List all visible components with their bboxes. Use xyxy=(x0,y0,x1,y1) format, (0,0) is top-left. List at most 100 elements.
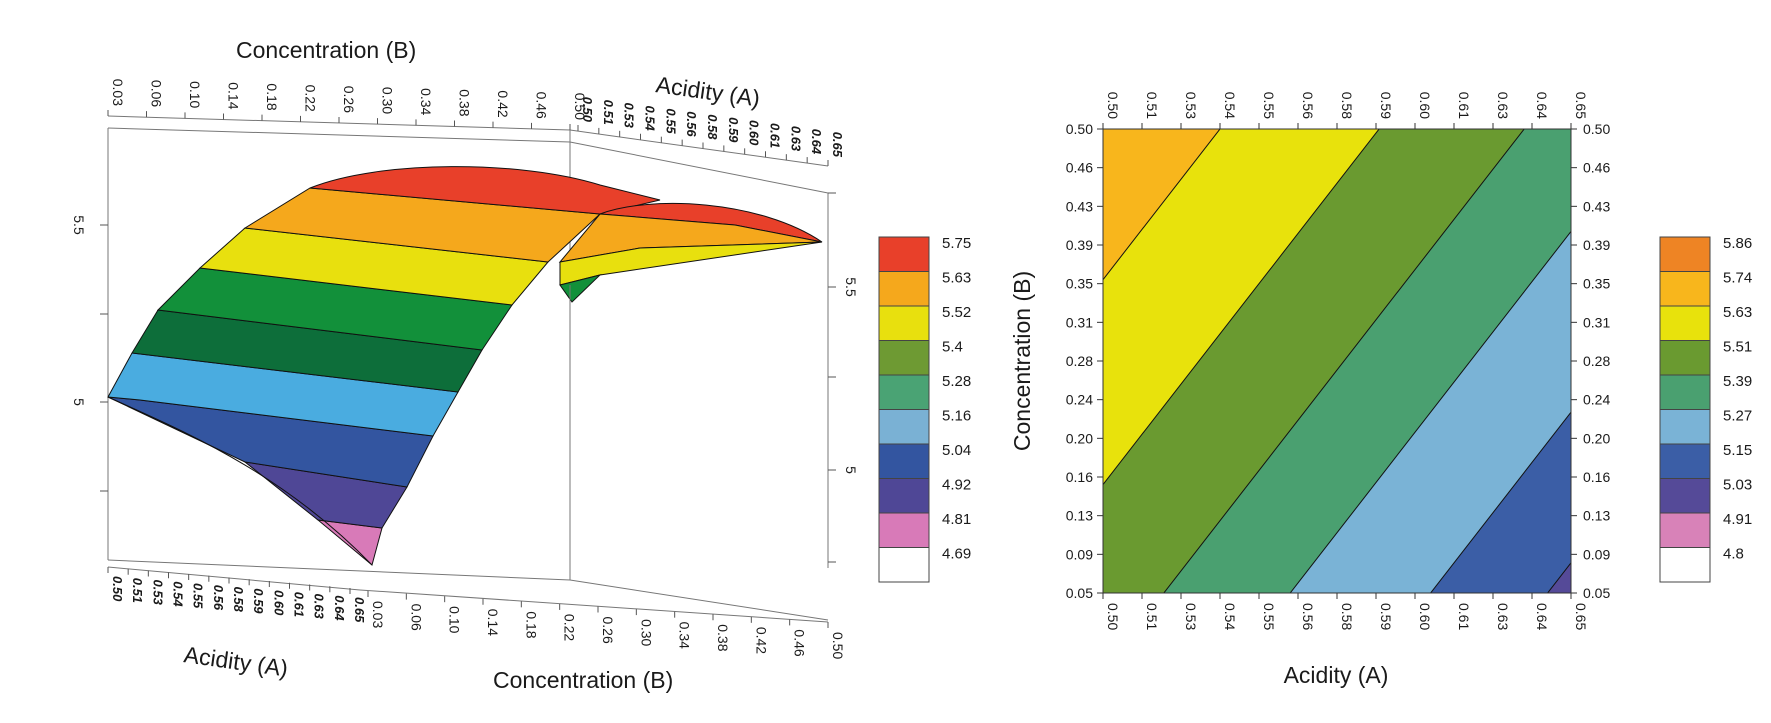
surface-legend-swatch xyxy=(878,271,930,307)
contour-legend-label: 4.91 xyxy=(1723,511,1752,528)
contour-y-right-tick-label: 0.50 xyxy=(1583,121,1610,137)
contour-legend-swatch xyxy=(1659,443,1711,479)
surface-bottom-a-tick-label: 0.64 xyxy=(332,595,347,621)
contour-y-right-tick-label: 0.35 xyxy=(1583,276,1610,292)
surface-legend: 5.75 5.63 5.52 5.4 5.28 5.16 5.04 4.92 4.81 4.69 xyxy=(878,235,971,583)
contour-x-top-tick-label: 0.56 xyxy=(1300,92,1316,119)
surface-a-axis-title-bottom: Acidity (A) xyxy=(182,641,289,681)
contour-x-top-tick-label: 0.64 xyxy=(1534,92,1550,119)
contour-x-top-tick-label: 0.55 xyxy=(1261,92,1277,119)
surface-legend-label: 5.04 xyxy=(942,442,971,459)
surface-z-right-ticks: 5.55 xyxy=(828,192,859,563)
contour-y-left-tick-label: 0.46 xyxy=(1066,160,1093,176)
contour-legend-label: 5.86 xyxy=(1723,235,1752,252)
contour-x-bottom-tick-label: 0.63 xyxy=(1495,603,1511,630)
contour-legend-swatch xyxy=(1659,409,1711,445)
contour-x-top-tick-label: 0.50 xyxy=(1105,92,1121,119)
contour-x-bottom-tick-label: 0.50 xyxy=(1105,603,1121,630)
surface-legend-label: 5.16 xyxy=(942,408,971,425)
surface-legend-swatch xyxy=(878,409,930,445)
surface-legend-label: 5.75 xyxy=(942,235,971,252)
surface-bottom-a-tick-label: 0.63 xyxy=(312,594,327,620)
surface-legend-swatch xyxy=(878,340,930,376)
contour-legend-swatch xyxy=(1659,271,1711,307)
surface-top-a-tick-label: 0.51 xyxy=(601,100,616,125)
contour-legend-swatch xyxy=(1659,512,1711,548)
surface-bottom-b-tick-label: 0.14 xyxy=(485,609,501,636)
surface-bottom-b-tick-label: 0.22 xyxy=(562,614,578,641)
contour-x-top-tick-label: 0.63 xyxy=(1495,92,1511,119)
surface-bottom-b-tick-label: 0.30 xyxy=(638,619,654,646)
contour-legend-swatch xyxy=(1659,547,1711,583)
surface-top-b-tick-label: 0.30 xyxy=(380,87,396,114)
contour-legend-label: 4.8 xyxy=(1723,546,1744,563)
surface-bottom-b-tick-label: 0.26 xyxy=(600,617,616,644)
surface-top-b-tick-label: 0.14 xyxy=(226,82,242,109)
contour-x-top-tick-label: 0.53 xyxy=(1183,92,1199,119)
contour-y-left-tick-label: 0.05 xyxy=(1066,585,1093,601)
surface-z-left-tick-label: 5 xyxy=(71,398,87,406)
contour-y-left-tick-label: 0.20 xyxy=(1066,430,1093,446)
contour-y-right-tick-label: 0.09 xyxy=(1583,546,1610,562)
contour-legend-label: 5.63 xyxy=(1723,304,1752,321)
surface-b-axis-title-top: Concentration (B) xyxy=(236,37,416,63)
contour-y-right-tick-label: 0.39 xyxy=(1583,237,1610,253)
contour-legend-label: 5.27 xyxy=(1723,408,1752,425)
surface-bottom-a-tick-label: 0.61 xyxy=(292,592,307,617)
contour-bands xyxy=(1103,129,1571,593)
contour-legend-label: 5.39 xyxy=(1723,373,1752,390)
surface-top-a-tick-label: 0.59 xyxy=(726,117,741,143)
surface-legend-label: 5.28 xyxy=(942,373,971,390)
surface-bottom-b-ticks: 0.03 0.06 0.10 0.14 0.18 0.22 0.26 0.30 0.34 0.38… xyxy=(367,591,846,659)
contour-x-top-tick-label: 0.58 xyxy=(1339,92,1355,119)
contour-y-left-tick-label: 0.13 xyxy=(1066,508,1093,524)
contour-x-top-tick-label: 0.65 xyxy=(1573,92,1589,119)
surface-z-left-tick-label: 5.5 xyxy=(71,215,87,235)
contour-x-top-tick-label: 0.59 xyxy=(1378,92,1394,119)
contour-x-bottom-tick-label: 0.64 xyxy=(1534,603,1550,630)
surface-legend-label: 5.63 xyxy=(942,270,971,287)
surface-bottom-b-tick-label: 0.46 xyxy=(792,629,808,656)
surface-bottom-a-tick-label: 0.60 xyxy=(271,590,286,616)
contour-y-left-tick-label: 0.50 xyxy=(1066,121,1093,137)
surface-bottom-a-tick-label: 0.56 xyxy=(211,585,226,611)
contour-y-left-tick-label: 0.43 xyxy=(1066,198,1093,214)
contour-y-left-tick-label: 0.16 xyxy=(1066,469,1093,485)
contour-legend-swatch xyxy=(1659,305,1711,341)
surface-top-b-tick-label: 0.34 xyxy=(418,88,434,115)
contour-x-top-tick-label: 0.54 xyxy=(1222,92,1238,119)
contour-plot: 0.50 0.51 0.53 0.54 0.55 0.56 0.58 0.59 0.60 0.61… xyxy=(1009,92,1610,688)
contour-x-bottom-tick-label: 0.55 xyxy=(1261,603,1277,630)
contour-legend-swatch xyxy=(1659,374,1711,410)
surface-bottom-b-tick-label: 0.10 xyxy=(447,606,463,633)
contour-legend-swatch xyxy=(1659,236,1711,272)
surface-top-a-tick-label: 0.61 xyxy=(768,123,783,148)
surface-bottom-a-tick-label: 0.54 xyxy=(171,581,186,607)
surface-plot: Concentration (B) Acidity (A) Acidity (A… xyxy=(71,37,859,693)
contour-x-top-tick-label: 0.60 xyxy=(1417,92,1433,119)
contour-y-right-tick-label: 0.28 xyxy=(1583,353,1610,369)
surface-top-a-tick-label: 0.53 xyxy=(622,103,637,129)
surface-top-b-tick-label: 0.03 xyxy=(110,79,126,106)
surface-z-right-tick-label: 5.5 xyxy=(843,277,859,297)
surface-top-b-tick-label: 0.22 xyxy=(303,85,319,112)
surface-top-a-ticks: 0.50 0.51 0.53 0.54 0.55 0.56 0.58 0.59 0.60 0.61… xyxy=(577,97,845,166)
surface-legend-label: 5.4 xyxy=(942,339,963,356)
surface-legend-label: 4.92 xyxy=(942,477,971,494)
contour-y-right-tick-label: 0.31 xyxy=(1583,314,1610,330)
contour-y-left-tick-label: 0.24 xyxy=(1066,392,1093,408)
surface-top-b-tick-label: 0.38 xyxy=(457,89,473,116)
contour-x-top-ticks: 0.50 0.51 0.53 0.54 0.55 0.56 0.58 0.59 0.60 0.61… xyxy=(1102,92,1589,129)
surface-a-axis-title-top: Acidity (A) xyxy=(654,71,761,111)
surface-legend-swatch xyxy=(878,374,930,410)
contour-x-top-tick-label: 0.61 xyxy=(1456,92,1472,119)
surface-top-a-tick-label: 0.65 xyxy=(830,132,845,158)
contour-legend-swatch xyxy=(1659,340,1711,376)
contour-x-bottom-tick-label: 0.51 xyxy=(1144,603,1160,630)
contour-ylabel: Concentration (B) xyxy=(1009,271,1035,451)
surface-top-b-tick-label: 0.10 xyxy=(187,81,203,108)
contour-line xyxy=(1163,129,1525,593)
surface-top-a-tick-label: 0.50 xyxy=(580,97,595,123)
surface-bottom-a-tick-label: 0.53 xyxy=(150,580,165,606)
